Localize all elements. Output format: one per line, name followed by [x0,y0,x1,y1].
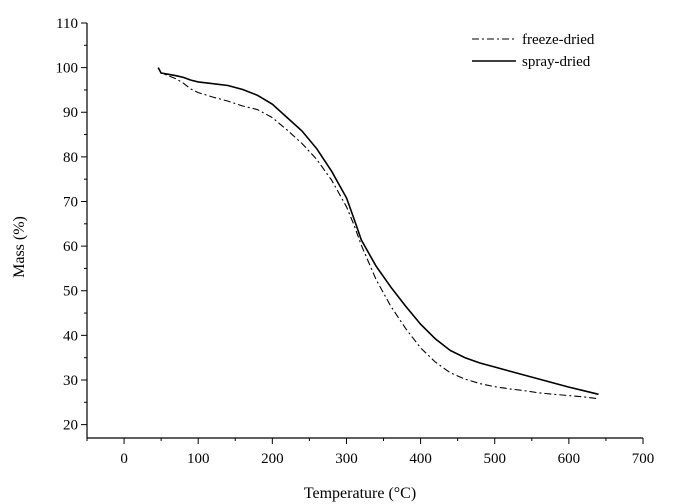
y-tick-label: 100 [56,61,79,77]
axes [86,23,643,439]
y-axis-title: Mass (%) [11,216,28,278]
x-axis-title: Temperature (°C) [304,485,416,502]
x-tick-label: 600 [558,451,581,467]
y-tick-label: 20 [63,418,78,434]
x-tick-label: 500 [483,451,506,467]
x-tick-label: 100 [187,451,210,467]
x-tick-label: 200 [261,451,284,467]
series-layer [157,67,599,400]
ticks: 0 100 200 300 400 500 600 700 20 30 40 50 60 70 80 90 10… [56,16,655,467]
y-tick-label: 90 [63,105,78,121]
y-tick-label: 30 [63,373,78,389]
x-tick-label: 400 [409,451,432,467]
legend-label-spray-dried: spray-dried [522,54,591,70]
y-tick-label: 40 [63,328,78,344]
x-tick-label: 300 [335,451,358,467]
y-tick-label: 80 [63,150,78,166]
legend: freeze-dried spray-dried [472,32,595,70]
y-tick-label: 50 [63,284,78,300]
series-line-freeze-dried [157,67,599,400]
legend-label-freeze-dried: freeze-dried [522,32,595,48]
series-line-spray-dried [157,67,599,396]
x-tick-label: 0 [120,451,128,467]
y-tick-label: 110 [56,16,78,32]
x-tick-label: 700 [632,451,655,467]
y-tick-label: 60 [63,239,78,255]
y-tick-label: 70 [63,194,78,210]
